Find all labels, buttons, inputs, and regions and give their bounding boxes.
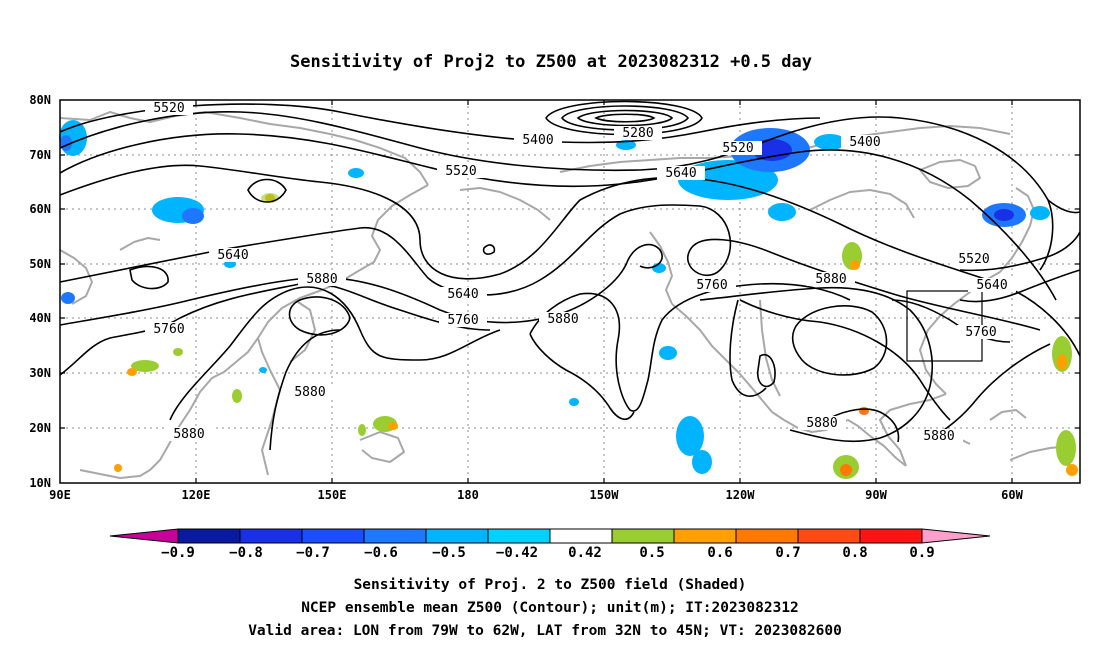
contour-label: 5880 <box>294 385 325 400</box>
x-tick-label: 120E <box>182 488 211 502</box>
x-tick-label: 90E <box>49 488 71 502</box>
contour-label: 5520 <box>153 101 184 116</box>
contour-label: 5400 <box>522 133 553 148</box>
colorbar-segment <box>177 528 241 544</box>
colorbar-segment <box>797 528 861 544</box>
footer-line: Sensitivity of Proj. 2 to Z500 field (Sh… <box>354 577 747 593</box>
x-tick-label: 60W <box>1001 488 1023 502</box>
contour-label: 5640 <box>447 287 478 302</box>
colorbar: −0.9 −0.8 −0.7 −0.6 −0.5 −0.42 0.42 0.5 … <box>109 528 991 561</box>
x-tick-label: 90W <box>865 488 887 502</box>
colorbar-segment <box>301 528 365 544</box>
contour-label: 5280 <box>622 126 653 141</box>
contour-label: 5520 <box>958 252 989 267</box>
colorbar-max-arrow <box>921 528 991 544</box>
map-frame <box>59 99 1081 484</box>
map-plot-area: 5520 5400 5280 5520 5400 5520 5640 5640 … <box>59 99 1081 484</box>
contour-label: 5880 <box>815 272 846 287</box>
contour-label: 5880 <box>173 427 204 442</box>
contour-label: 5520 <box>722 141 753 156</box>
contour-label: 5520 <box>445 164 476 179</box>
colorbar-label: −0.5 <box>432 545 466 561</box>
footer-line: NCEP ensemble mean Z500 (Contour); unit(… <box>301 600 799 616</box>
colorbar-segment <box>549 528 613 544</box>
x-axis-labels: 90E 120E 150E 180 150W 120W 90W 60W <box>49 488 1023 502</box>
colorbar-segment <box>425 528 489 544</box>
footer-line: Valid area: LON from 79W to 62W, LAT fro… <box>248 623 842 639</box>
colorbar-label: −0.8 <box>229 545 263 561</box>
y-tick-label: 40N <box>29 311 51 325</box>
figure-title: Sensitivity of Proj2 to Z500 at 20230823… <box>290 52 812 72</box>
colorbar-segment <box>735 528 799 544</box>
contour-label: 5760 <box>447 313 478 328</box>
y-tick-label: 20N <box>29 421 51 435</box>
y-tick-label: 60N <box>29 202 51 216</box>
y-tick-label: 70N <box>29 148 51 162</box>
colorbar-segment <box>487 528 551 544</box>
contour-label: 5640 <box>665 166 696 181</box>
y-axis-labels: 10N 20N 30N 40N 50N 60N 70N 80N <box>29 93 51 490</box>
y-tick-label: 10N <box>29 476 51 490</box>
contour-label: 5640 <box>217 248 248 263</box>
colorbar-label: 0.8 <box>842 545 867 561</box>
contour-label: 5880 <box>806 416 837 431</box>
x-tick-label: 120W <box>726 488 756 502</box>
contour-label: 5400 <box>849 135 880 150</box>
colorbar-segment <box>673 528 737 544</box>
colorbar-labels: −0.9 −0.8 −0.7 −0.6 −0.5 −0.42 0.42 0.5 … <box>161 545 935 561</box>
footer-caption: Sensitivity of Proj. 2 to Z500 field (Sh… <box>248 577 842 639</box>
colorbar-label: −0.9 <box>161 545 195 561</box>
contour-label: 5760 <box>965 325 996 340</box>
x-tick-label: 150E <box>318 488 347 502</box>
y-tick-label: 30N <box>29 366 51 380</box>
colorbar-segment <box>611 528 675 544</box>
y-tick-label: 50N <box>29 257 51 271</box>
colorbar-segment <box>859 528 923 544</box>
contour-labels: 5520 5400 5280 5520 5400 5520 5640 5640 … <box>145 101 1016 444</box>
contour-label: 5880 <box>306 272 337 287</box>
colorbar-segments <box>109 528 991 544</box>
colorbar-label: −0.42 <box>496 545 538 561</box>
colorbar-label: 0.6 <box>707 545 732 561</box>
contour-label: 5640 <box>976 278 1007 293</box>
colorbar-label: −0.7 <box>296 545 330 561</box>
x-tick-label: 180 <box>457 488 479 502</box>
y-tick-label: 80N <box>29 93 51 107</box>
colorbar-label: 0.5 <box>639 545 664 561</box>
colorbar-segment <box>363 528 427 544</box>
colorbar-label: 0.42 <box>568 545 602 561</box>
colorbar-segment <box>239 528 303 544</box>
contour-label: 5880 <box>923 429 954 444</box>
colorbar-label: 0.9 <box>909 545 934 561</box>
contour-label: 5760 <box>153 322 184 337</box>
contour-label: 5880 <box>547 312 578 327</box>
contour-label: 5760 <box>696 278 727 293</box>
colorbar-min-arrow <box>109 528 179 544</box>
x-tick-label: 150W <box>590 488 620 502</box>
colorbar-label: −0.6 <box>364 545 398 561</box>
colorbar-label: 0.7 <box>775 545 800 561</box>
